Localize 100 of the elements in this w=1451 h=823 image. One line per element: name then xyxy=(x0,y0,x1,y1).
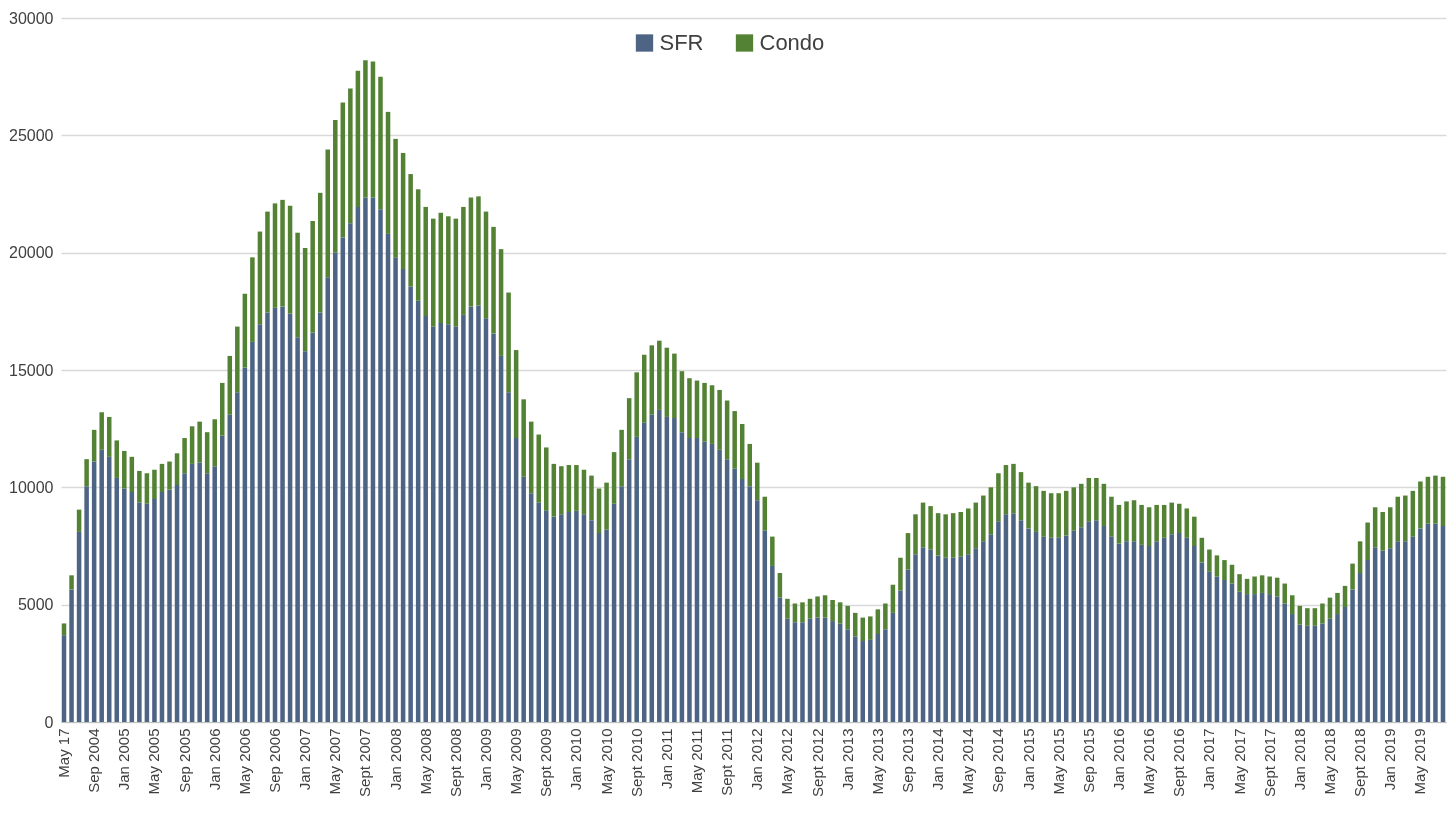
bar xyxy=(265,312,270,722)
bar xyxy=(1252,576,1257,595)
bar xyxy=(235,326,240,393)
x-tick-label: May 2018 xyxy=(1320,728,1338,795)
bar xyxy=(1267,576,1272,595)
x-tick-label: Jan 2015 xyxy=(1019,728,1037,791)
y-tick-label: 5000 xyxy=(17,596,54,614)
bar xyxy=(574,465,579,511)
x-tick-label: Jan 2013 xyxy=(838,728,856,791)
bar xyxy=(1026,528,1031,722)
bar xyxy=(235,392,240,722)
bar xyxy=(1192,516,1197,546)
bar xyxy=(830,599,835,622)
bar xyxy=(430,218,436,327)
bar xyxy=(84,486,89,722)
bar xyxy=(280,306,285,722)
x-tick-label: Sept 2010 xyxy=(627,728,645,797)
bar xyxy=(634,372,639,437)
bar xyxy=(393,257,398,722)
bar xyxy=(491,226,496,334)
x-tick-label: Sept 2016 xyxy=(1170,728,1188,797)
bar xyxy=(868,639,873,722)
bar xyxy=(144,473,150,504)
x-tick-label: Sept 2008 xyxy=(446,728,464,797)
bar xyxy=(167,461,172,490)
x-tick-label: May 2017 xyxy=(1230,728,1248,795)
bar xyxy=(1124,501,1129,542)
bar xyxy=(770,536,775,566)
bar xyxy=(1433,523,1438,722)
bar xyxy=(310,220,315,333)
bar xyxy=(943,557,948,722)
x-tick-label: Sep 2014 xyxy=(989,728,1007,793)
bar xyxy=(845,605,850,630)
bar xyxy=(1056,493,1061,538)
bar xyxy=(1259,575,1265,593)
bar xyxy=(1403,495,1408,542)
bar xyxy=(747,443,752,487)
bar xyxy=(61,623,67,636)
bar xyxy=(476,196,481,306)
bar xyxy=(1282,583,1287,604)
bar xyxy=(589,520,594,722)
bar xyxy=(815,596,820,618)
x-tick-label: Sept 2012 xyxy=(808,728,826,797)
bar xyxy=(604,529,609,722)
bar xyxy=(122,450,127,489)
bar xyxy=(197,462,202,722)
bar xyxy=(152,469,157,500)
y-tick-label: 0 xyxy=(44,713,54,731)
bar xyxy=(182,473,187,722)
bar xyxy=(1335,614,1340,722)
x-tick-label: Jan 2008 xyxy=(386,728,404,791)
x-tick-label: Jan 2011 xyxy=(657,728,675,790)
bar xyxy=(1282,603,1287,722)
bar xyxy=(325,149,331,278)
bar xyxy=(1109,496,1114,537)
bar xyxy=(1237,591,1242,722)
bar xyxy=(732,468,737,722)
bar xyxy=(747,486,752,722)
x-tick-label: May 2008 xyxy=(416,728,434,795)
bar xyxy=(822,595,828,618)
bar xyxy=(883,603,888,630)
y-tick-label: 15000 xyxy=(9,361,54,379)
bar xyxy=(423,316,428,722)
x-tick-label: Jan 2009 xyxy=(476,728,494,791)
bar xyxy=(717,389,722,450)
bar xyxy=(868,616,873,640)
bar xyxy=(574,510,579,722)
bar xyxy=(928,549,933,722)
bar xyxy=(1357,541,1363,573)
bar xyxy=(1071,487,1077,531)
bar xyxy=(1222,560,1227,581)
bar xyxy=(1184,508,1190,538)
bar xyxy=(1350,563,1355,590)
bar xyxy=(1380,550,1385,722)
bar xyxy=(1305,608,1310,626)
bar xyxy=(717,449,722,722)
bar xyxy=(99,412,104,450)
bar xyxy=(1320,603,1325,624)
x-tick-label: Jan 2014 xyxy=(929,728,947,791)
bar xyxy=(348,223,353,722)
bar xyxy=(785,618,790,722)
bar xyxy=(1433,475,1438,524)
bar xyxy=(1380,511,1385,551)
bar xyxy=(446,324,451,722)
bar xyxy=(1176,503,1182,534)
y-tick-label: 20000 xyxy=(9,244,54,262)
bar xyxy=(702,441,707,722)
bar xyxy=(461,206,466,315)
bar xyxy=(1169,534,1174,722)
bar xyxy=(1237,574,1242,592)
bar xyxy=(333,120,338,253)
bar xyxy=(845,629,850,722)
x-tick-label: May 2006 xyxy=(235,728,253,795)
bar xyxy=(785,598,790,619)
bar xyxy=(491,333,496,722)
x-tick-label: Jan 2016 xyxy=(1109,728,1127,791)
bar xyxy=(913,514,918,555)
bar xyxy=(1139,544,1144,722)
bar xyxy=(800,602,805,623)
x-tick-label: May 2005 xyxy=(145,728,163,795)
